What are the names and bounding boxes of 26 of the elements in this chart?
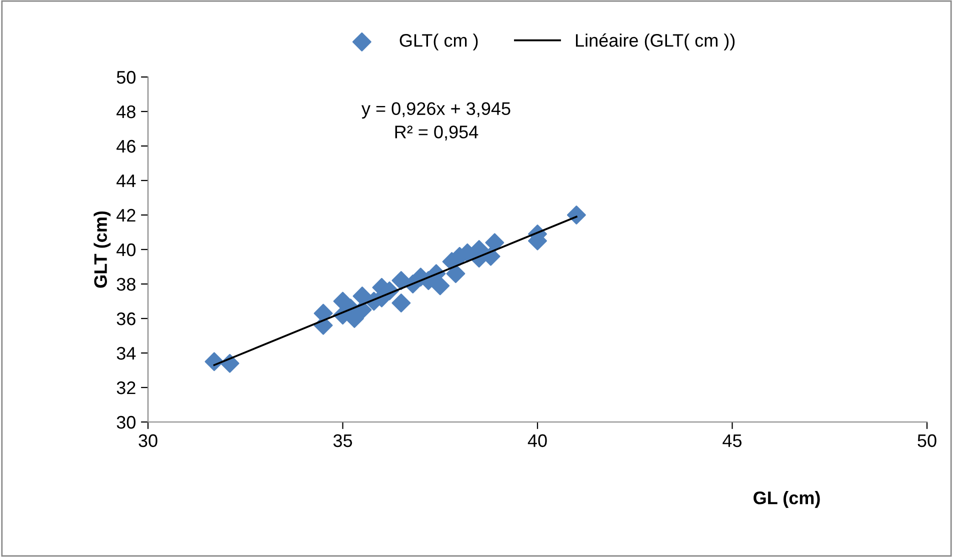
y-tick-label: 38 bbox=[116, 278, 136, 291]
annotation: y = 0,926x + 3,945 R² = 0,954 bbox=[361, 102, 510, 141]
point bbox=[485, 233, 504, 252]
x-tick-label: 30 bbox=[138, 434, 158, 448]
y-tick-label: 30 bbox=[116, 416, 136, 429]
x-tick-label: 35 bbox=[333, 434, 352, 448]
y-axis-title: GLT (cm) bbox=[94, 211, 111, 288]
point bbox=[392, 293, 411, 312]
legend-label: Linéaire (GLT( cm )) bbox=[576, 33, 735, 50]
x-axis-title: GL (cm) bbox=[754, 491, 820, 508]
point bbox=[566, 206, 586, 224]
y-tick-label: 48 bbox=[116, 105, 136, 118]
y-tick-label: 40 bbox=[116, 243, 136, 256]
y-tick-label: 42 bbox=[116, 208, 136, 222]
x-tick-label: 45 bbox=[722, 434, 742, 448]
y-tick-label: 50 bbox=[116, 70, 136, 84]
point bbox=[430, 276, 450, 296]
y-tick-label: 32 bbox=[116, 381, 136, 394]
y-tick-label: 34 bbox=[116, 346, 136, 360]
x-tick-label: 50 bbox=[918, 434, 936, 448]
y-tick-label: 36 bbox=[116, 312, 136, 326]
x-tick-label: 40 bbox=[528, 434, 547, 448]
legend-label: GLT( cm ) bbox=[400, 34, 478, 50]
point bbox=[446, 264, 466, 284]
y-tick-label: 46 bbox=[116, 140, 136, 153]
y-tick-label: 44 bbox=[116, 174, 136, 188]
